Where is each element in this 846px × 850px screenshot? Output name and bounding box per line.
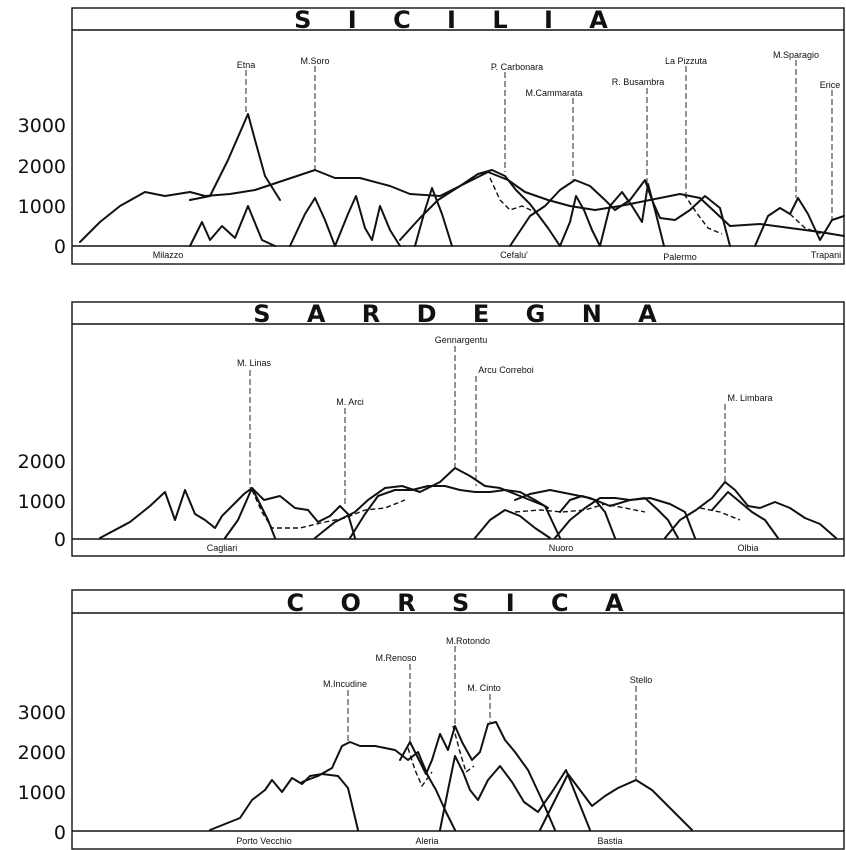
panel-sicilia-towns: Milazzo Cefalu' Palermo Trapani: [153, 250, 841, 262]
profile-line: [539, 773, 693, 831]
profile-line-dashed: [683, 193, 723, 235]
town-label: Nuoro: [549, 543, 574, 553]
panel-sardegna: S A R D E G N A 0 1000 2000 M. Linas: [18, 300, 845, 557]
peak-label: Stello: [630, 675, 653, 685]
profile-line: [189, 205, 276, 247]
profile-line: [209, 773, 359, 831]
profile-line: [189, 113, 281, 201]
panel-corsica: C O R S I C A 0 1000 2000 3000 M.Incudin…: [18, 589, 845, 850]
y-tick-label: 0: [54, 236, 66, 258]
peak-label: M.Sparagio: [773, 50, 819, 60]
peak-label: Gennargentu: [435, 335, 488, 345]
town-label: Bastia: [597, 836, 622, 846]
peak-label: M.Rotondo: [446, 636, 490, 646]
panel-sicilia-peaks: Etna M.Soro P. Carbonara M.Cammarata R. …: [237, 50, 841, 220]
panel-corsica-peaks: M.Incudine M.Renoso M.Rotondo M. Cinto S…: [323, 636, 652, 780]
profile-line: [301, 741, 456, 831]
peak-label: M. Linas: [237, 358, 272, 368]
panel-sicilia: S I C I L I A 0 1000 2000 3000 Etna: [18, 6, 845, 265]
profile-line: [224, 487, 356, 539]
profile-line-dashed: [452, 725, 475, 774]
profile-line: [754, 197, 845, 247]
town-label: Olbia: [737, 543, 758, 553]
profile-line-dashed: [251, 489, 406, 529]
peak-label: M.Incudine: [323, 679, 367, 689]
panel-sicilia-profiles: [79, 113, 845, 247]
profile-line: [474, 509, 551, 539]
peak-label: R. Busambra: [612, 77, 665, 87]
town-label: Cefalu': [500, 250, 528, 260]
y-tick-label: 2000: [18, 451, 66, 473]
panel-sardegna-y-axis: 0 1000 2000: [18, 451, 66, 551]
profile-line: [399, 721, 556, 831]
panel-corsica-profiles: [209, 721, 693, 831]
panel-sicilia-title: S I C I L I A: [294, 6, 622, 34]
profile-line-dashed: [789, 213, 823, 235]
y-tick-label: 2000: [18, 156, 66, 178]
profile-line: [439, 755, 591, 831]
y-tick-label: 1000: [18, 196, 66, 218]
profile-line: [509, 179, 731, 247]
profile-line-dashed: [514, 503, 646, 513]
peak-label: M. Cinto: [467, 683, 501, 693]
peak-label: M.Cammarata: [525, 88, 582, 98]
y-tick-label: 3000: [18, 702, 66, 724]
profile-line: [559, 495, 616, 539]
profile-line: [711, 491, 779, 539]
peak-label: M.Renoso: [375, 653, 416, 663]
y-tick-label: 3000: [18, 115, 66, 137]
profile-line: [554, 497, 679, 539]
panel-corsica-towns: Porto Vecchio Aleria Bastia: [236, 836, 622, 846]
profile-line: [559, 195, 601, 247]
peak-label: Arcu Correboi: [478, 365, 534, 375]
profile-line: [99, 487, 276, 539]
panel-sardegna-profiles: [99, 467, 837, 539]
peak-label: M.Soro: [300, 56, 329, 66]
town-label: Milazzo: [153, 250, 184, 260]
town-label: Trapani: [811, 250, 841, 260]
profile-line: [79, 169, 845, 243]
y-tick-label: 2000: [18, 742, 66, 764]
town-label: Aleria: [415, 836, 438, 846]
peak-label: Erice: [820, 80, 841, 90]
panel-sicilia-frame: [71, 7, 845, 265]
panel-corsica-title: C O R S I C A: [286, 589, 637, 617]
profile-line: [399, 169, 561, 247]
profile-line-dashed: [407, 747, 433, 788]
panel-sardegna-peaks: M. Linas M. Arci Gennargentu Arcu Correb…: [237, 335, 773, 506]
profile-line: [514, 489, 696, 539]
town-label: Cagliari: [207, 543, 238, 553]
profile-line: [599, 183, 665, 247]
panel-sardegna-title: S A R D E G N A: [253, 300, 671, 328]
peak-label: La Pizzuta: [665, 56, 707, 66]
profile-line-dashed: [699, 507, 741, 521]
town-label: Porto Vecchio: [236, 836, 292, 846]
peak-label: Etna: [237, 60, 256, 70]
profile-line: [349, 485, 549, 539]
profile-line: [414, 187, 453, 247]
town-label: Palermo: [663, 252, 697, 262]
peak-label: P. Carbonara: [491, 62, 543, 72]
profile-line: [664, 481, 837, 539]
panel-corsica-frame: [71, 589, 845, 850]
panel-corsica-y-axis: 0 1000 2000 3000: [18, 702, 66, 844]
peak-label: M. Arci: [336, 397, 364, 407]
peak-label: M. Limbara: [727, 393, 772, 403]
y-tick-label: 1000: [18, 782, 66, 804]
y-tick-label: 0: [54, 822, 66, 844]
y-tick-label: 0: [54, 529, 66, 551]
profile-line: [289, 195, 401, 247]
panel-sardegna-towns: Cagliari Nuoro Olbia: [207, 543, 759, 553]
panel-sardegna-frame: [71, 301, 845, 557]
panel-sicilia-y-axis: 0 1000 2000 3000: [18, 115, 66, 258]
profile-line-dashed: [489, 177, 536, 213]
y-tick-label: 1000: [18, 491, 66, 513]
